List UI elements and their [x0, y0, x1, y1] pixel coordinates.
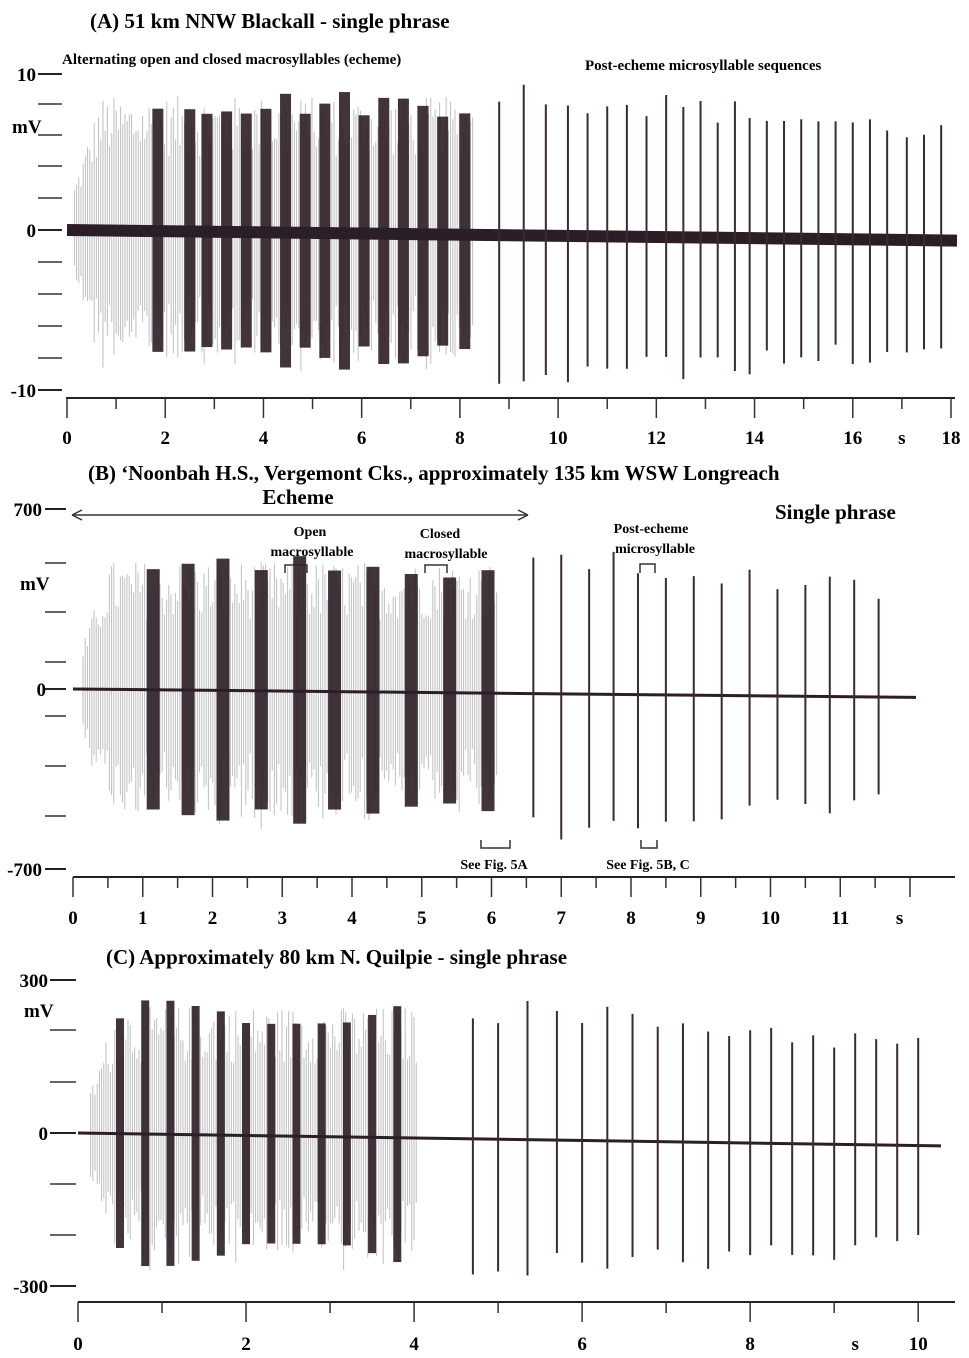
- panel-a-x-axis: 0 2 4 6 8 10 12 14 16 18 s: [62, 397, 961, 449]
- closed-macrosyllable: [368, 1014, 377, 1254]
- panel-a-echeme-annotation: Alternating open and closed macrosyllabl…: [62, 52, 401, 68]
- panel-a-y-axis: 10 0 -10 mV: [11, 65, 62, 402]
- x-tick-label: 6: [487, 908, 497, 929]
- x-tick-label: 12: [647, 428, 666, 449]
- x-tick-label: 4: [409, 1334, 419, 1355]
- x-tick-label: 4: [259, 428, 269, 449]
- panel-b-y-axis: 700 0 -700 mV: [7, 500, 66, 881]
- closed-macrosyllable: [342, 1022, 351, 1246]
- closed-macrosyllable: [393, 1006, 402, 1263]
- closed-macrosyllable: [267, 1023, 276, 1244]
- panel-c-y-axis: 300 0 -300 mV: [13, 971, 76, 1298]
- panel-b-y-unit: mV: [20, 574, 50, 595]
- x-tick-label: 11: [831, 908, 849, 929]
- x-tick-label: 5: [417, 908, 427, 929]
- see-fig-5a-label: See Fig. 5A: [460, 858, 528, 873]
- panel-b-annotations: Echeme Single phrase Open macrosyllable …: [71, 485, 896, 873]
- see-fig-5bc-bracket: [640, 840, 658, 849]
- post-echeme-bracket: [639, 563, 656, 573]
- closed-macrosyllable: [328, 570, 342, 810]
- closed-macrosyllable: [366, 566, 380, 814]
- panel-b-y-label-top: 700: [14, 500, 43, 521]
- x-tick-label: 18: [942, 428, 961, 449]
- waveform-baseline: [66, 224, 958, 247]
- x-tick-label: 2: [241, 1334, 251, 1355]
- panel-b-y-label-bottom: -700: [7, 860, 42, 881]
- waveform-baseline: [72, 687, 917, 699]
- closed-macrosyllable: [216, 1011, 225, 1256]
- panel-b-title: (B) ‘Noonbah H.S., Vergemont Cks., appro…: [88, 461, 780, 485]
- x-tick-label: 8: [745, 1334, 755, 1355]
- post-echeme-label-1: Post-echeme: [614, 522, 689, 537]
- panel-c-waveform: [77, 1000, 942, 1276]
- panel-c-title: (C) Approximately 80 km N. Quilpie - sin…: [106, 945, 567, 969]
- x-unit-label: s: [851, 1334, 858, 1355]
- x-unit-label: s: [898, 428, 905, 449]
- x-tick-label: 0: [73, 1334, 83, 1355]
- panel-a-title: (A) 51 km NNW Blackall - single phrase: [90, 9, 450, 33]
- panel-b-waveform: [72, 551, 917, 840]
- panel-c-x-axis: 0 2 4 6 8 10 s: [73, 1301, 955, 1355]
- panel-a-y-label-bottom: -10: [11, 381, 36, 402]
- panel-c-y-label-top: 300: [20, 971, 49, 992]
- closed-macrosyllable: [443, 577, 457, 804]
- closed-macrosyllable: [317, 1023, 326, 1245]
- panel-b-y-label-zero: 0: [37, 680, 47, 701]
- closed-macrosyllable: [481, 570, 495, 812]
- waveform-baseline: [77, 1131, 942, 1148]
- panel-b-x-axis: 0 1 2 3 4 5 6 7 8 9 10 11 s: [68, 876, 955, 929]
- panel-b: (B) ‘Noonbah H.S., Vergemont Cks., appro…: [7, 461, 955, 929]
- panel-a: (A) 51 km NNW Blackall - single phrase A…: [11, 9, 961, 449]
- panel-a-post-annotation: Post-echeme microsyllable sequences: [585, 58, 822, 74]
- x-tick-label: 7: [557, 908, 567, 929]
- post-echeme-label-2: microsyllable: [615, 542, 695, 557]
- panel-a-y-unit: mV: [12, 117, 42, 138]
- x-tick-label: 10: [909, 1334, 928, 1355]
- panel-c-y-label-zero: 0: [39, 1124, 49, 1145]
- x-tick-label: 6: [577, 1334, 587, 1355]
- panel-a-waveform: [66, 84, 958, 384]
- x-tick-label: 2: [208, 908, 218, 929]
- x-tick-label: 0: [68, 908, 78, 929]
- x-tick-label: 4: [347, 908, 357, 929]
- x-tick-label: 0: [62, 428, 72, 449]
- closed-macrosyllable-label-2: macrosyllable: [405, 547, 488, 562]
- echeme-arrow-heads: [71, 509, 529, 521]
- panel-c-y-unit: mV: [24, 1001, 54, 1022]
- panel-c-y-label-bottom: -300: [13, 1277, 48, 1298]
- x-tick-label: 3: [278, 908, 288, 929]
- closed-macrosyllable-label-1: Closed: [420, 527, 461, 542]
- closed-macrosyllable-bracket: [424, 564, 448, 573]
- panel-c: (C) Approximately 80 km N. Quilpie - sin…: [13, 945, 955, 1355]
- closed-macrosyllable: [292, 1023, 301, 1244]
- single-phrase-label: Single phrase: [775, 500, 896, 524]
- x-tick-label: 8: [626, 908, 636, 929]
- x-unit-label: s: [896, 908, 903, 929]
- open-macrosyllable-label-2: macrosyllable: [271, 545, 354, 560]
- x-tick-label: 9: [696, 908, 706, 929]
- see-fig-5bc-label: See Fig. 5B, C: [606, 858, 690, 873]
- panel-a-y-label-zero: 0: [27, 221, 37, 242]
- x-tick-label: 8: [455, 428, 465, 449]
- closed-macrosyllable: [242, 1022, 251, 1245]
- see-fig-5a-bracket: [480, 840, 511, 849]
- x-tick-label: 10: [549, 428, 568, 449]
- x-tick-label: 10: [761, 908, 780, 929]
- x-tick-label: 2: [160, 428, 170, 449]
- x-tick-label: 1: [138, 908, 148, 929]
- echeme-label: Echeme: [262, 485, 333, 509]
- open-macrosyllable-label-1: Open: [294, 525, 327, 540]
- x-tick-label: 14: [745, 428, 765, 449]
- panel-a-y-label-top: 10: [17, 65, 36, 86]
- x-tick-label: 6: [357, 428, 367, 449]
- closed-macrosyllable: [404, 574, 418, 807]
- x-tick-label: 16: [843, 428, 862, 449]
